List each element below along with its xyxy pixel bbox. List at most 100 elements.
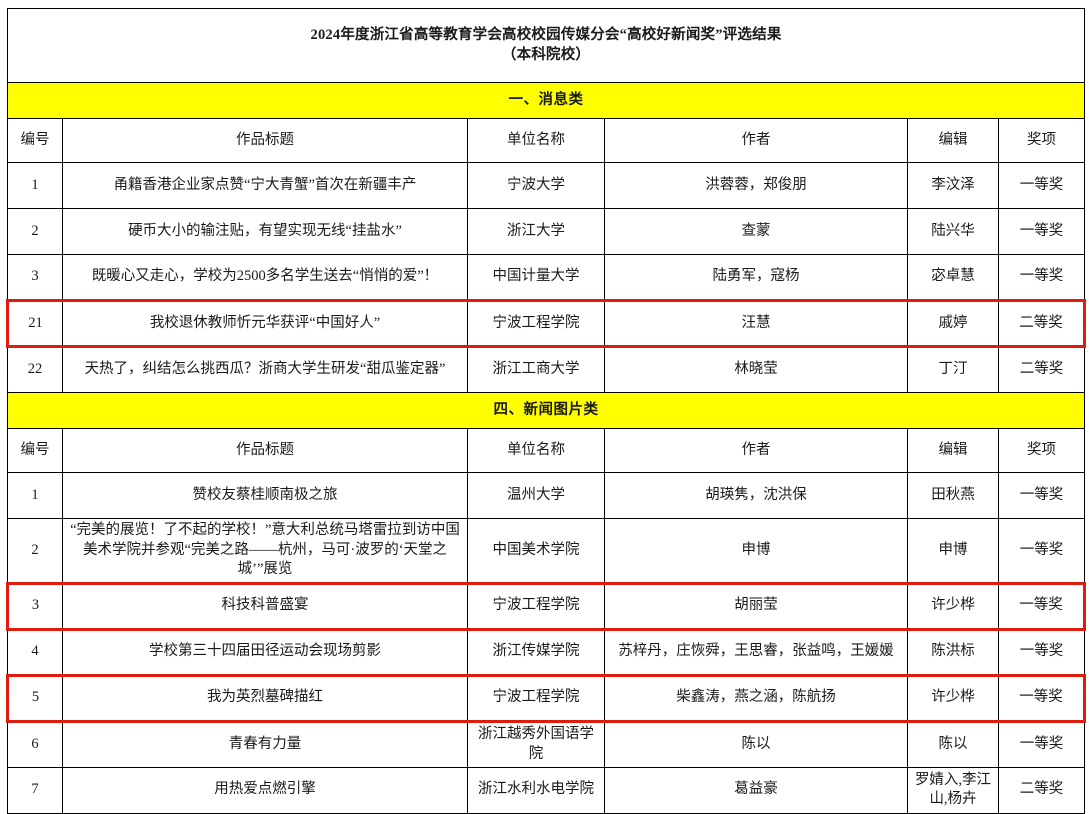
column-header-1: 作品标题 — [62, 118, 468, 163]
cell-editor: 许少桦 — [907, 673, 999, 723]
column-header-0: 编号 — [7, 118, 63, 163]
cell-editor: 陈以 — [907, 720, 999, 768]
cell-award: 一等奖 — [997, 720, 1086, 768]
cell-number: 1 — [7, 472, 63, 519]
table-row: 2 “完美的展览！了不起的学校！”意大利总统马塔雷拉到访中国美术学院并参观“完美之… — [7, 518, 1086, 584]
cell-number: 5 — [6, 673, 63, 723]
cell-award: 一等奖 — [997, 254, 1086, 301]
cell-number: 1 — [7, 162, 63, 209]
cell-unit: 宁波大学 — [467, 162, 605, 209]
cell-number: 2 — [7, 518, 63, 584]
column-header-row: 编号 作品标题 单位名称 作者 编辑 奖项 — [7, 428, 1086, 473]
cell-number: 3 — [7, 254, 63, 301]
page-title: 2024年度浙江省高等教育学会高校校园传媒分会“高校好新闻奖”评选结果 （本科院校… — [6, 8, 1086, 83]
cell-award: 一等奖 — [997, 581, 1087, 631]
cell-title: 学校第三十四届田径运动会现场剪影 — [62, 628, 468, 676]
cell-unit: 宁波工程学院 — [467, 581, 605, 631]
cell-author: 胡丽莹 — [604, 581, 908, 631]
section-heading-row: 一、消息类 — [6, 82, 1086, 119]
column-header-3: 作者 — [604, 118, 908, 163]
cell-unit: 浙江水利水电学院 — [467, 766, 605, 814]
page-title-line-2: （本科院校） — [501, 46, 591, 63]
column-header-4: 编辑 — [907, 428, 999, 473]
cell-number: 6 — [7, 720, 63, 768]
table-row: 7 用热爱点燃引擎 浙江水利水电学院 葛益豪 罗婧入,李江山,杨卉 二等奖 — [7, 766, 1086, 814]
cell-author: 洪蓉蓉，郑俊朋 — [604, 162, 908, 209]
cell-editor: 申博 — [907, 518, 999, 584]
column-header-1: 作品标题 — [62, 428, 468, 473]
table-row: 6 青春有力量 浙江越秀外国语学院 陈以 陈以 一等奖 — [7, 720, 1086, 768]
table-row: 21 我校退休教师忻元华获评“中国好人” 宁波工程学院 汪慧 戚婷 二等奖 — [6, 299, 1087, 348]
table-row: 3 科技科普盛宴 宁波工程学院 胡丽莹 许少桦 一等奖 — [6, 581, 1087, 631]
cell-number: 3 — [6, 581, 63, 631]
cell-editor: 陆兴华 — [907, 208, 999, 255]
cell-award: 一等奖 — [997, 518, 1086, 584]
cell-award: 二等奖 — [997, 299, 1087, 348]
cell-unit: 浙江越秀外国语学院 — [467, 720, 605, 768]
section-heading: 四、新闻图片类 — [6, 392, 1086, 429]
cell-unit: 浙江传媒学院 — [467, 628, 605, 676]
cell-number: 7 — [7, 766, 63, 814]
table-row: 4 学校第三十四届田径运动会现场剪影 浙江传媒学院 苏梓丹，庄恢舜，王思睿，张益鸣，王… — [7, 628, 1086, 676]
cell-award: 一等奖 — [997, 673, 1087, 723]
cell-number: 2 — [7, 208, 63, 255]
cell-editor: 李汶泽 — [907, 162, 999, 209]
section-heading-row: 四、新闻图片类 — [6, 392, 1086, 429]
cell-number: 4 — [7, 628, 63, 676]
cell-title: 用热爱点燃引擎 — [62, 766, 468, 814]
cell-title: 赞校友蔡桂顺南极之旅 — [62, 472, 468, 519]
cell-editor: 戚婷 — [907, 299, 999, 348]
column-header-2: 单位名称 — [467, 118, 605, 163]
cell-editor: 丁汀 — [907, 346, 999, 393]
table-row: 1 赞校友蔡桂顺南极之旅 温州大学 胡瑛隽，沈洪保 田秋燕 一等奖 — [7, 472, 1086, 519]
cell-award: 一等奖 — [997, 208, 1086, 255]
cell-author: 汪慧 — [604, 299, 908, 348]
cell-award: 一等奖 — [997, 162, 1086, 209]
cell-editor: 罗婧入,李江山,杨卉 — [907, 766, 999, 814]
table-row: 1 甬籍香港企业家点赞“宁大青蟹”首次在新疆丰产 宁波大学 洪蓉蓉，郑俊朋 李汶泽 一等奖 — [7, 162, 1086, 209]
cell-author: 陈以 — [604, 720, 908, 768]
cell-author: 胡瑛隽，沈洪保 — [604, 472, 908, 519]
column-header-3: 作者 — [604, 428, 908, 473]
table-row: 5 我为英烈墓碑描红 宁波工程学院 柴鑫涛，燕之涵，陈航扬 许少桦 一等奖 — [6, 673, 1087, 723]
cell-title: 我校退休教师忻元华获评“中国好人” — [62, 299, 468, 348]
cell-editor: 田秋燕 — [907, 472, 999, 519]
page-title-line-1: 2024年度浙江省高等教育学会高校校园传媒分会“高校好新闻奖”评选结果 — [310, 26, 782, 43]
cell-unit: 宁波工程学院 — [467, 673, 605, 723]
cell-unit: 浙江大学 — [467, 208, 605, 255]
cell-award: 一等奖 — [997, 472, 1086, 519]
cell-author: 林晓莹 — [604, 346, 908, 393]
cell-award: 二等奖 — [997, 346, 1086, 393]
cell-author: 苏梓丹，庄恢舜，王思睿，张益鸣，王媛媛 — [604, 628, 908, 676]
cell-editor: 陈洪标 — [907, 628, 999, 676]
column-header-4: 编辑 — [907, 118, 999, 163]
column-header-2: 单位名称 — [467, 428, 605, 473]
cell-unit: 中国计量大学 — [467, 254, 605, 301]
cell-title: 甬籍香港企业家点赞“宁大青蟹”首次在新疆丰产 — [62, 162, 468, 209]
cell-unit: 温州大学 — [467, 472, 605, 519]
column-header-0: 编号 — [7, 428, 63, 473]
cell-author: 葛益豪 — [604, 766, 908, 814]
document-root: 2024年度浙江省高等教育学会高校校园传媒分会“高校好新闻奖”评选结果 （本科院校… — [6, 8, 1087, 814]
cell-title: 科技科普盛宴 — [62, 581, 468, 631]
cell-editor: 宓卓慧 — [907, 254, 999, 301]
cell-author: 陆勇军，寇杨 — [604, 254, 908, 301]
cell-editor: 许少桦 — [907, 581, 999, 631]
cell-title: 既暖心又走心，学校为2500多名学生送去“悄悄的爱”！ — [62, 254, 468, 301]
cell-title: 天热了，纠结怎么挑西瓜？浙商大学生研发“甜瓜鉴定器” — [62, 346, 468, 393]
column-header-row: 编号 作品标题 单位名称 作者 编辑 奖项 — [7, 118, 1086, 163]
table-row: 2 硬币大小的输注贴，有望实现无线“挂盐水” 浙江大学 查蒙 陆兴华 一等奖 — [7, 208, 1086, 255]
results-table: 2024年度浙江省高等教育学会高校校园传媒分会“高校好新闻奖”评选结果 （本科院校… — [6, 8, 1087, 814]
section-heading: 一、消息类 — [6, 82, 1086, 119]
cell-author: 查蒙 — [604, 208, 908, 255]
cell-number: 22 — [7, 346, 63, 393]
cell-author: 柴鑫涛，燕之涵，陈航扬 — [604, 673, 908, 723]
column-header-5: 奖项 — [997, 118, 1086, 163]
table-row: 22 天热了，纠结怎么挑西瓜？浙商大学生研发“甜瓜鉴定器” 浙江工商大学 林晓莹 丁汀二… — [7, 346, 1086, 393]
table-row: 3 既暖心又走心，学校为2500多名学生送去“悄悄的爱”！ 中国计量大学 陆勇军，寇杨… — [7, 254, 1086, 301]
document-title-row: 2024年度浙江省高等教育学会高校校园传媒分会“高校好新闻奖”评选结果 （本科院校… — [6, 8, 1086, 83]
cell-number: 21 — [6, 299, 63, 348]
column-header-5: 奖项 — [997, 428, 1086, 473]
cell-unit: 浙江工商大学 — [467, 346, 605, 393]
cell-title: 我为英烈墓碑描红 — [62, 673, 468, 723]
